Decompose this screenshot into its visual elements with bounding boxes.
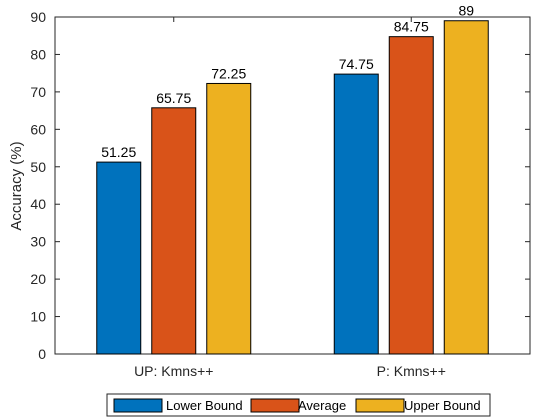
y-tick-label: 0 (38, 346, 46, 362)
legend-swatch (113, 398, 163, 413)
x-axis-ticks: UP: Kmns++ P: Kmns++ (134, 17, 446, 379)
y-tick-label: 50 (30, 159, 46, 175)
legend-label: Upper Bound (404, 398, 481, 413)
x-tick-label: P: Kmns++ (377, 363, 446, 379)
bars (96, 20, 489, 355)
y-tick-label: 70 (30, 84, 46, 100)
legend-swatch (355, 398, 405, 413)
data-label: 74.75 (339, 56, 374, 72)
y-axis-ticks: 0 10 20 30 40 50 60 70 80 90 (30, 9, 530, 362)
bar-average (388, 36, 434, 355)
legend-label: Average (298, 398, 346, 413)
y-tick-label: 80 (30, 46, 46, 62)
x-tick-label: UP: Kmns++ (134, 363, 213, 379)
y-tick-label: 10 (30, 309, 46, 325)
bar-lower-bound (96, 161, 142, 355)
data-label: 72.25 (211, 65, 246, 81)
y-tick-label: 90 (30, 9, 46, 25)
y-tick-label: 60 (30, 121, 46, 137)
data-labels: 51.25 65.75 72.25 74.75 84.75 89 (101, 3, 474, 160)
legend-swatch (250, 398, 300, 413)
data-label: 89 (458, 3, 474, 19)
data-label: 84.75 (394, 19, 429, 35)
y-tick-label: 30 (30, 234, 46, 250)
data-label: 51.25 (101, 144, 136, 160)
bar-upper-bound (443, 20, 489, 355)
data-label: 65.75 (156, 90, 191, 106)
y-axis-label: Accuracy (%) (8, 141, 25, 230)
legend: Lower Bound Average Upper Bound (106, 393, 491, 417)
y-tick-label: 40 (30, 196, 46, 212)
bar-upper-bound (206, 82, 252, 355)
bar-average (151, 107, 197, 355)
y-tick-label: 20 (30, 271, 46, 287)
bar-lower-bound (333, 73, 379, 355)
legend-label: Lower Bound (166, 398, 243, 413)
